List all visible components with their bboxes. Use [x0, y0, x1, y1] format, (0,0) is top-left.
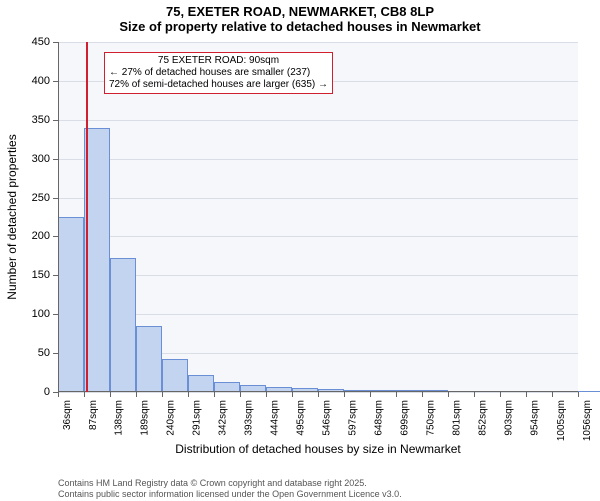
xtick-mark — [396, 392, 397, 397]
xtick-label: 495sqm — [296, 400, 307, 436]
x-axis-line — [58, 391, 578, 392]
xtick-mark — [370, 392, 371, 397]
histogram-bar — [162, 359, 188, 392]
xtick-label: 291sqm — [192, 400, 203, 436]
xtick-mark — [526, 392, 527, 397]
xtick-label: 750sqm — [426, 400, 437, 436]
footer-line1: Contains HM Land Registry data © Crown c… — [58, 478, 402, 489]
xtick-label: 36sqm — [62, 400, 73, 430]
histogram-bar — [58, 217, 84, 392]
ytick-label: 450 — [16, 36, 50, 48]
xtick-label: 444sqm — [270, 400, 281, 436]
xtick-label: 699sqm — [400, 400, 411, 436]
xtick-mark — [136, 392, 137, 397]
annotation-line: ← 27% of detached houses are smaller (23… — [109, 67, 328, 79]
xtick-mark — [448, 392, 449, 397]
footer-attribution: Contains HM Land Registry data © Crown c… — [58, 478, 402, 501]
annotation-line: 72% of semi-detached houses are larger (… — [109, 79, 328, 91]
xtick-mark — [344, 392, 345, 397]
xtick-label: 954sqm — [530, 400, 541, 436]
footer-line2: Contains public sector information licen… — [58, 489, 402, 500]
histogram-bar — [578, 391, 600, 392]
ytick-label: 350 — [16, 114, 50, 126]
ytick-label: 300 — [16, 153, 50, 165]
x-axis-label: Distribution of detached houses by size … — [175, 442, 460, 456]
y-axis-line — [58, 42, 59, 392]
histogram-bar — [110, 258, 136, 392]
title-line1: 75, EXETER ROAD, NEWMARKET, CB8 8LP — [0, 4, 600, 19]
xtick-label: 852sqm — [478, 400, 489, 436]
xtick-mark — [162, 392, 163, 397]
xtick-mark — [474, 392, 475, 397]
xtick-label: 597sqm — [348, 400, 359, 436]
xtick-label: 801sqm — [452, 400, 463, 436]
gridline-y — [58, 198, 578, 199]
xtick-mark — [240, 392, 241, 397]
xtick-label: 393sqm — [244, 400, 255, 436]
ytick-label: 50 — [16, 347, 50, 359]
chart-title: 75, EXETER ROAD, NEWMARKET, CB8 8LP Size… — [0, 0, 600, 34]
histogram-bar — [188, 375, 214, 392]
gridline-y — [58, 275, 578, 276]
gridline-y — [58, 120, 578, 121]
xtick-label: 240sqm — [166, 400, 177, 436]
ytick-label: 200 — [16, 230, 50, 242]
xtick-mark — [110, 392, 111, 397]
title-line2: Size of property relative to detached ho… — [0, 19, 600, 34]
ytick-label: 150 — [16, 269, 50, 281]
xtick-label: 648sqm — [374, 400, 385, 436]
xtick-mark — [292, 392, 293, 397]
plot-area: 75 EXETER ROAD: 90sqm← 27% of detached h… — [58, 42, 578, 392]
xtick-label: 1005sqm — [556, 400, 567, 441]
xtick-mark — [500, 392, 501, 397]
xtick-mark — [84, 392, 85, 397]
ytick-label: 400 — [16, 75, 50, 87]
gridline-y — [58, 159, 578, 160]
xtick-label: 903sqm — [504, 400, 515, 436]
gridline-y — [58, 236, 578, 237]
annotation-box: 75 EXETER ROAD: 90sqm← 27% of detached h… — [104, 52, 333, 94]
ytick-label: 0 — [16, 386, 50, 398]
xtick-mark — [578, 392, 579, 397]
xtick-mark — [266, 392, 267, 397]
property-marker-line — [86, 42, 88, 392]
xtick-label: 342sqm — [218, 400, 229, 436]
xtick-mark — [552, 392, 553, 397]
xtick-label: 189sqm — [140, 400, 151, 436]
annotation-line: 75 EXETER ROAD: 90sqm — [109, 55, 328, 67]
xtick-mark — [58, 392, 59, 397]
gridline-y — [58, 314, 578, 315]
ytick-label: 100 — [16, 308, 50, 320]
ytick-label: 250 — [16, 192, 50, 204]
xtick-label: 138sqm — [114, 400, 125, 436]
gridline-y — [58, 42, 578, 43]
xtick-mark — [188, 392, 189, 397]
xtick-mark — [422, 392, 423, 397]
xtick-label: 1056sqm — [582, 400, 593, 441]
xtick-label: 87sqm — [88, 400, 99, 430]
xtick-mark — [214, 392, 215, 397]
histogram-bar — [136, 326, 162, 392]
xtick-label: 546sqm — [322, 400, 333, 436]
xtick-mark — [318, 392, 319, 397]
